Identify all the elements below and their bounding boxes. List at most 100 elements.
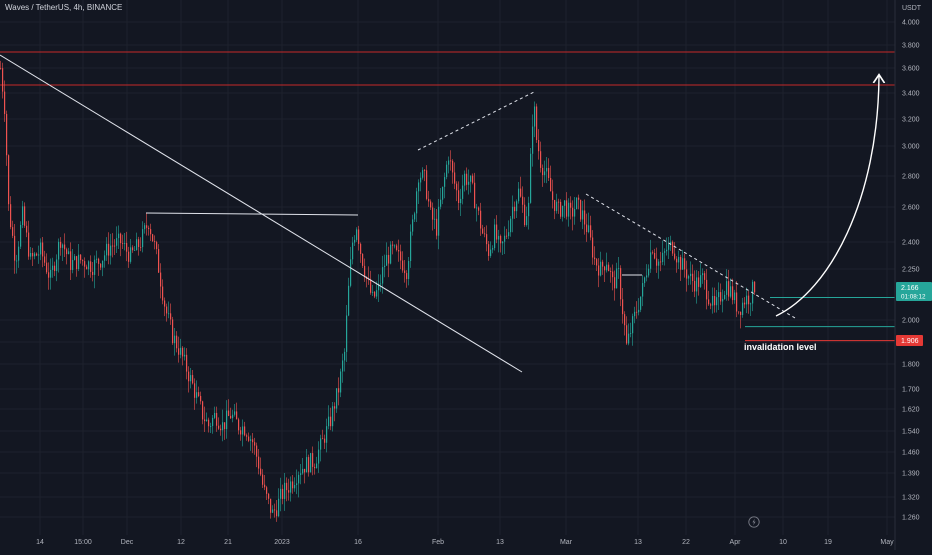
candle-body xyxy=(118,233,120,239)
candle-body xyxy=(306,457,308,473)
candle-body xyxy=(510,218,512,233)
candle-body xyxy=(178,348,180,355)
candle-body xyxy=(146,225,148,228)
candle-body xyxy=(316,463,318,469)
candle-body xyxy=(658,261,660,266)
candle-body xyxy=(194,383,196,398)
candle-body xyxy=(742,302,744,315)
candle-body xyxy=(26,225,28,233)
candle-body xyxy=(260,468,262,475)
y-tick-label: 1.540 xyxy=(902,429,920,436)
candle-body xyxy=(106,243,108,256)
candle-body xyxy=(164,300,166,307)
candle-body xyxy=(440,199,442,207)
candle-body xyxy=(582,210,584,220)
candle-body xyxy=(108,243,110,256)
trend-line-descending xyxy=(0,54,523,373)
candle-body xyxy=(484,233,486,235)
x-tick-label: 12 xyxy=(177,539,185,546)
candle-body xyxy=(398,249,400,252)
candle-body xyxy=(24,206,26,226)
candle-body xyxy=(204,419,206,422)
candle-body xyxy=(62,244,64,248)
candle-body xyxy=(670,241,672,245)
candle-body xyxy=(420,177,422,183)
candle-body xyxy=(736,292,738,312)
candle-body xyxy=(616,268,618,289)
candle-body xyxy=(602,261,604,267)
candle-body xyxy=(402,260,404,271)
candle-body xyxy=(254,442,256,446)
candle-body xyxy=(718,292,720,298)
candle-body xyxy=(442,186,444,200)
candle-body xyxy=(492,248,494,250)
candle-body xyxy=(8,155,10,205)
invalidation-price-tag-bg xyxy=(896,335,923,346)
candle-body xyxy=(490,249,492,256)
candle-body xyxy=(120,233,122,244)
candle-body xyxy=(70,251,72,270)
candle-body xyxy=(308,457,310,473)
candle-body xyxy=(56,259,58,272)
x-tick-label: May xyxy=(880,539,894,546)
candle-body xyxy=(626,325,628,344)
candle-body xyxy=(612,271,614,278)
candle-body xyxy=(174,335,176,344)
candle-body xyxy=(392,244,394,246)
lightning-icon[interactable] xyxy=(748,516,760,528)
candle-body xyxy=(294,484,296,489)
candle-body xyxy=(82,260,84,262)
candle-body xyxy=(682,258,684,270)
candle-body xyxy=(86,266,88,270)
candle-body xyxy=(716,297,718,306)
candle-body xyxy=(684,258,686,270)
candle-body xyxy=(240,430,242,435)
candle-body xyxy=(576,197,578,210)
candle-body xyxy=(68,251,70,255)
candle-body xyxy=(750,303,752,305)
candle-body xyxy=(332,406,334,427)
candle-body xyxy=(288,490,290,493)
candle-body xyxy=(126,243,128,252)
candle-body xyxy=(326,426,328,443)
symbol-title: Waves / TetherUS, 4h, BINANCE xyxy=(5,3,123,12)
candle-body xyxy=(322,438,324,440)
candle-body xyxy=(668,244,670,250)
x-tick-label: Mar xyxy=(560,539,573,546)
candle-body xyxy=(558,201,560,203)
current-price-tag-bg xyxy=(896,282,932,301)
candle-body xyxy=(360,243,362,254)
candle-body xyxy=(310,453,312,473)
invalidation-price-value: 1.906 xyxy=(901,338,919,345)
x-tick-label: 13 xyxy=(496,539,504,546)
candle-body xyxy=(214,412,216,418)
candle-body xyxy=(46,262,48,273)
candle-body xyxy=(234,411,236,415)
candle-body xyxy=(542,167,544,176)
y-tick-label: 3.800 xyxy=(902,43,920,50)
candle-body xyxy=(566,200,568,217)
candle-body xyxy=(452,160,454,173)
candle-body xyxy=(544,171,546,176)
candle-body xyxy=(232,414,234,419)
y-tick-label: 2.250 xyxy=(902,267,920,274)
drawings: invalidation level xyxy=(0,54,879,373)
candle-body xyxy=(396,245,398,250)
candle-body xyxy=(54,265,56,272)
candle-body xyxy=(656,258,658,266)
candle-body xyxy=(272,509,274,513)
candle-body xyxy=(556,201,558,211)
candle-body xyxy=(334,406,336,409)
candle-body xyxy=(64,244,66,250)
candle-body xyxy=(418,182,420,192)
candle-body xyxy=(2,68,4,92)
candle-body xyxy=(358,229,360,244)
candle-body xyxy=(100,263,102,268)
candle-body xyxy=(390,244,392,264)
y-tick-label: 3.400 xyxy=(902,91,920,98)
candle-body xyxy=(648,268,650,276)
y-tick-label: 1.800 xyxy=(902,362,920,369)
candle-body xyxy=(300,473,302,475)
